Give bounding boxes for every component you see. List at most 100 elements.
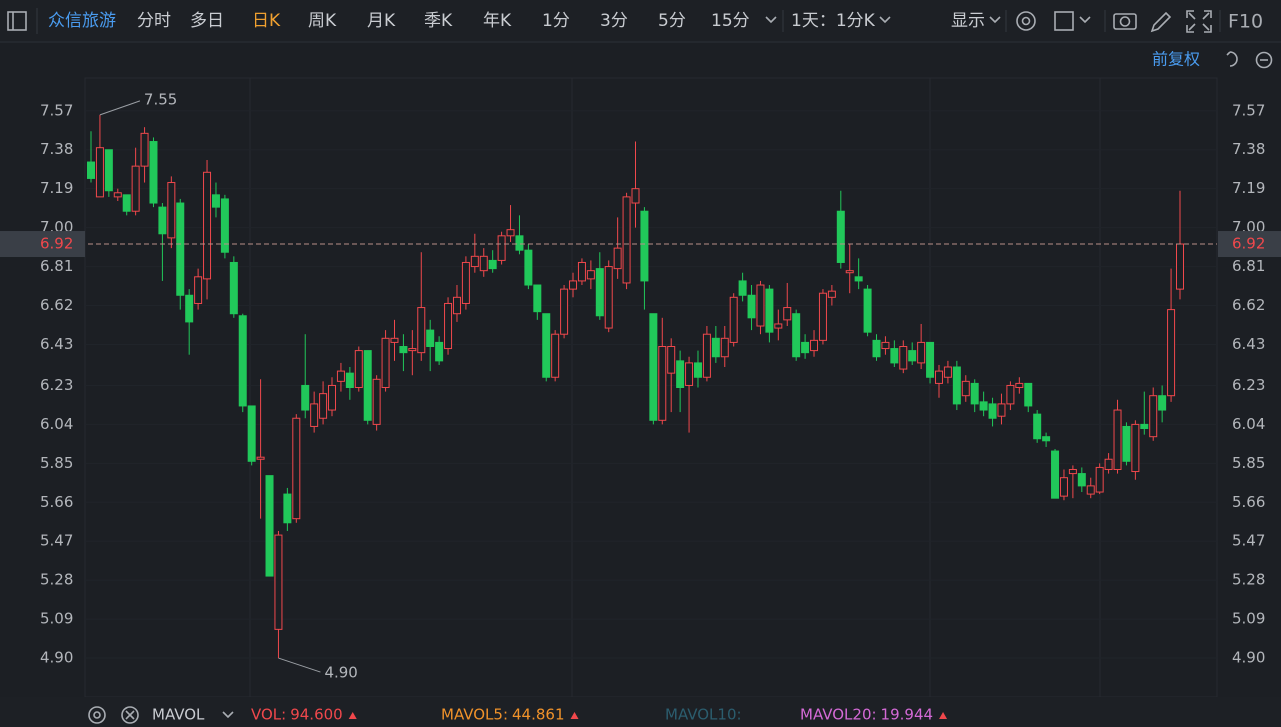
candle-body	[1104, 458, 1113, 470]
candle-body	[390, 337, 399, 343]
fullscreen-icon[interactable]	[1186, 10, 1212, 33]
candle-body	[756, 284, 765, 327]
y2-tick-label: 7.38	[1232, 140, 1265, 158]
candle-body	[952, 366, 961, 405]
candle-body	[122, 194, 131, 212]
period-tab[interactable]: 月K	[367, 11, 396, 31]
candle-body	[747, 294, 756, 319]
candle-body	[1131, 423, 1140, 473]
indicator-arrow	[570, 712, 579, 719]
candle-body	[336, 370, 345, 382]
period-tab[interactable]: 年K	[483, 11, 512, 31]
period-tab[interactable]: 15分	[711, 11, 750, 31]
period-tab[interactable]: 周K	[308, 11, 337, 31]
candle-body	[729, 296, 738, 343]
y2-tick-label: 6.23	[1232, 376, 1265, 394]
period-tab[interactable]: 日K	[252, 11, 281, 31]
overlay-toggle[interactable]	[1054, 11, 1091, 31]
y2-tick-label: 4.90	[1232, 649, 1265, 667]
candle-body	[444, 302, 453, 350]
candle-body	[667, 346, 676, 374]
y-tick-label: 6.04	[40, 415, 73, 433]
candle-body	[1006, 384, 1015, 405]
candle-body	[979, 401, 988, 411]
y-tick-label: 4.90	[40, 649, 73, 667]
candle-body	[801, 341, 810, 354]
draw-icon[interactable]	[1150, 11, 1172, 33]
y-tick-label: 5.09	[40, 610, 73, 628]
candle-body	[640, 210, 649, 282]
y-tick-label: 6.43	[40, 335, 73, 353]
period-tab[interactable]: 3分	[600, 11, 628, 31]
candle-body	[301, 384, 310, 411]
adjust-mode[interactable]: 前复权	[1152, 50, 1200, 69]
period-tab[interactable]: 5分	[658, 11, 686, 31]
indicator-name[interactable]: MAVOL	[152, 706, 205, 724]
candle-body	[577, 261, 586, 282]
y2-tick-label: 5.28	[1232, 571, 1265, 589]
indicator-dropdown[interactable]	[222, 711, 234, 719]
candle-body	[274, 534, 283, 630]
candle-body	[845, 270, 854, 274]
candle-body	[836, 210, 845, 263]
screenshot-icon[interactable]	[1113, 13, 1137, 30]
candle-body	[345, 372, 354, 388]
candle-body	[917, 341, 926, 364]
candle-body	[372, 378, 381, 425]
y2-tick-label: 7.57	[1232, 101, 1265, 119]
candle-body	[1086, 485, 1095, 495]
more-periods[interactable]	[765, 16, 777, 24]
candle-body	[292, 417, 301, 520]
indicator-close-icon[interactable]	[121, 706, 139, 724]
candle-body	[854, 276, 863, 282]
candle-body	[363, 350, 372, 421]
candle-body	[792, 313, 801, 358]
candle-body	[354, 350, 363, 388]
f10-button[interactable]: F10	[1228, 11, 1263, 33]
candle-body	[140, 132, 149, 167]
period-tab[interactable]: 分时	[137, 11, 171, 31]
range-selector[interactable]: 1天：1分K	[791, 11, 876, 31]
candle-body	[818, 292, 827, 341]
candle-body	[515, 235, 524, 251]
candle-body	[194, 276, 203, 304]
indicator-item-name: MAVOL10:	[665, 706, 742, 724]
candle-body	[658, 346, 667, 421]
candle-body	[908, 350, 917, 362]
display-dropdown[interactable]	[989, 16, 1001, 24]
last-price-label: 6.92	[1232, 235, 1265, 253]
candle-body	[1051, 450, 1060, 499]
candle-body	[765, 288, 774, 333]
candle-body	[256, 456, 265, 460]
indicator-bar	[0, 697, 1281, 727]
y2-tick-label: 7.19	[1232, 179, 1265, 197]
indicator-item-value: 94.600	[290, 706, 343, 724]
period-tab[interactable]: 多日	[190, 11, 224, 31]
reset-icon[interactable]	[1226, 51, 1238, 67]
candle-body	[435, 341, 444, 362]
indicator-settings-icon[interactable]	[88, 706, 106, 724]
period-tab[interactable]: 1分	[542, 11, 570, 31]
y2-tick-label: 5.09	[1232, 610, 1265, 628]
candle-body	[461, 261, 470, 304]
indicator-item-value: 19.944	[881, 706, 934, 724]
candle-body	[176, 202, 185, 296]
candle-body	[1176, 243, 1184, 290]
indicator-item-name: MAVOL20:	[800, 706, 877, 724]
period-tab[interactable]: 季K	[424, 11, 453, 31]
candle-body	[1122, 425, 1131, 462]
candle-body	[238, 315, 247, 407]
candle-body	[310, 403, 319, 427]
range-dropdown[interactable]	[879, 16, 891, 24]
settings-icon[interactable]	[1016, 11, 1036, 31]
candle-body	[881, 341, 890, 350]
display-menu[interactable]: 显示	[951, 11, 985, 31]
candle-body	[1059, 477, 1068, 497]
sidebar-toggle[interactable]	[7, 11, 27, 31]
zoom-out-icon[interactable]	[1255, 51, 1273, 69]
indicator-item-name: MAVOL5:	[441, 706, 508, 724]
candle-body	[622, 196, 631, 284]
vertical-grid	[249, 78, 1101, 697]
